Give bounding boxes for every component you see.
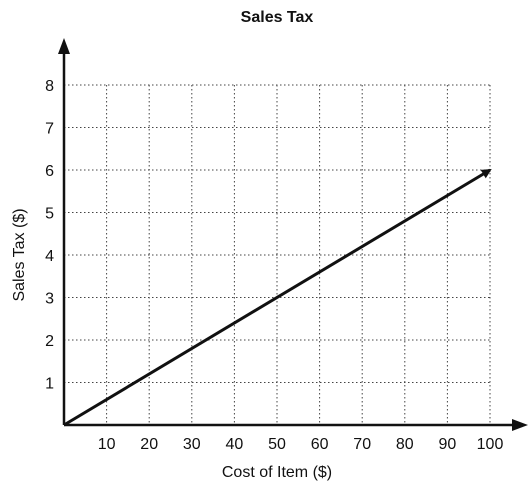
y-axis-label: Sales Tax ($) bbox=[11, 208, 28, 301]
x-axis-label: Cost of Item ($) bbox=[222, 464, 332, 481]
y-tick-label: 6 bbox=[45, 163, 54, 180]
x-tick-label: 20 bbox=[140, 436, 158, 453]
x-tick-label: 90 bbox=[439, 436, 457, 453]
x-tick-label: 30 bbox=[183, 436, 201, 453]
series-line bbox=[63, 168, 492, 427]
x-tick-label: 10 bbox=[98, 436, 116, 453]
grid-lines bbox=[64, 84, 491, 425]
x-tick-label: 40 bbox=[226, 436, 244, 453]
x-tick-label: 80 bbox=[396, 436, 414, 453]
series-lines bbox=[63, 168, 492, 427]
x-tick-labels: 10 20 30 40 50 60 70 80 90 100 bbox=[98, 436, 504, 453]
y-tick-label: 4 bbox=[45, 248, 54, 265]
y-tick-label: 8 bbox=[45, 78, 54, 95]
y-tick-label: 3 bbox=[45, 291, 54, 308]
x-axis-arrow bbox=[512, 419, 528, 431]
axes bbox=[58, 38, 528, 431]
y-axis-arrow bbox=[58, 38, 70, 54]
y-tick-label: 5 bbox=[45, 206, 54, 223]
x-tick-label: 100 bbox=[477, 436, 504, 453]
y-tick-label: 1 bbox=[45, 376, 54, 393]
y-tick-labels: 1 2 3 4 5 6 7 8 bbox=[45, 78, 54, 393]
x-tick-label: 70 bbox=[353, 436, 371, 453]
y-tick-label: 7 bbox=[45, 121, 54, 138]
y-tick-label: 2 bbox=[45, 333, 54, 350]
chart-title: Sales Tax bbox=[241, 9, 314, 26]
x-tick-label: 60 bbox=[311, 436, 329, 453]
x-tick-label: 50 bbox=[268, 436, 286, 453]
